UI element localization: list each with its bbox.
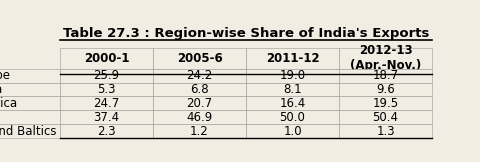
Text: Table 27.3 : Region-wise Share of India's Exports: Table 27.3 : Region-wise Share of India'…	[63, 27, 429, 40]
